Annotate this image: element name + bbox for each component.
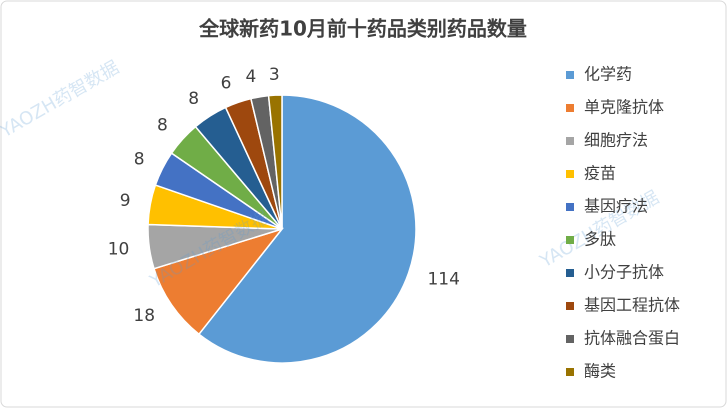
- legend-label: 酶类: [584, 362, 616, 381]
- data-label: 6: [221, 74, 232, 94]
- pie-slice: [153, 227, 285, 336]
- legend-swatch: [566, 104, 574, 112]
- legend-label: 疫苗: [584, 164, 616, 183]
- pie-slice: [267, 94, 283, 230]
- legend-label: 抗体融合蛋白: [584, 329, 680, 348]
- data-label: 3: [269, 65, 280, 85]
- legend-swatch: [566, 203, 574, 211]
- legend-label: 小分子抗体: [584, 263, 664, 282]
- data-label: 18: [133, 306, 155, 326]
- data-label: 10: [108, 240, 130, 260]
- legend-swatch: [566, 302, 574, 310]
- legend-label: 单克隆抗体: [584, 98, 664, 117]
- legend-swatch: [566, 335, 574, 343]
- legend-label: 基因疗法: [584, 197, 648, 216]
- data-label: 4: [246, 67, 257, 87]
- pie-slice: [197, 94, 417, 364]
- legend-swatch: [566, 368, 574, 376]
- legend-swatch: [566, 137, 574, 145]
- data-label: 9: [120, 191, 131, 211]
- data-label: 8: [157, 116, 168, 136]
- legend-label: 细胞疗法: [584, 131, 648, 150]
- legend-swatch: [566, 170, 574, 178]
- data-label: 8: [188, 89, 199, 109]
- legend-label: 多肽: [584, 230, 616, 249]
- legend-swatch: [566, 71, 574, 79]
- legend-label: 基因工程抗体: [584, 296, 680, 315]
- chart-title: 全球新药10月前十药品类别药品数量: [198, 17, 527, 41]
- legend-swatch: [566, 236, 574, 244]
- legend-swatch: [566, 269, 574, 277]
- legend-label: 化学药: [584, 65, 632, 84]
- data-label: 8: [134, 150, 145, 170]
- data-label: 114: [427, 270, 459, 290]
